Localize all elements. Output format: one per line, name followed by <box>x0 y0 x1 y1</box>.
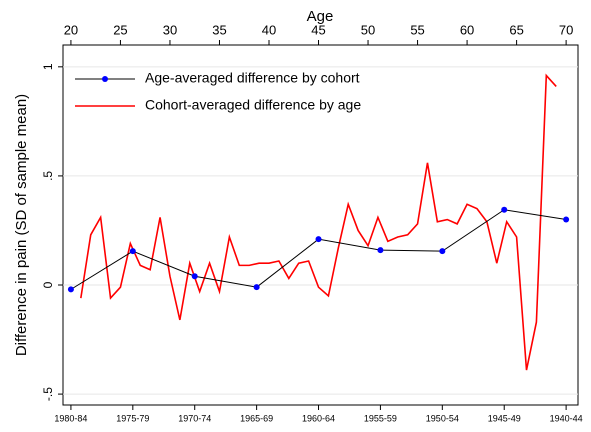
x-tick-label: 65 <box>509 22 523 37</box>
x-tick-label: 55 <box>410 22 424 37</box>
series-marker <box>563 216 570 223</box>
y-tick-label: .5 <box>41 171 55 181</box>
series-marker <box>501 206 508 213</box>
category-label: 1955-59 <box>364 413 397 423</box>
category-label: 1970-74 <box>178 413 211 423</box>
legend-label: Cohort-averaged difference by age <box>145 97 361 113</box>
y-tick-label: 0 <box>41 281 55 288</box>
series-marker <box>315 236 322 243</box>
y-tick-label: -.5 <box>41 387 55 401</box>
category-label: 1940-44 <box>550 413 583 423</box>
x-tick-label: 30 <box>163 22 177 37</box>
legend-label: Age-averaged difference by cohort <box>145 70 360 86</box>
series-line <box>70 209 567 290</box>
category-label: 1960-64 <box>302 413 335 423</box>
series-marker <box>439 248 446 255</box>
x-tick-label: 45 <box>311 22 325 37</box>
series-marker <box>377 247 384 254</box>
y-axis-title: Difference in pain (SD of sample mean) <box>13 94 30 356</box>
x-tick-label: 20 <box>64 22 78 37</box>
series-marker <box>129 248 136 255</box>
series-marker <box>253 284 260 291</box>
y-tick-label: 1 <box>41 63 55 70</box>
category-label: 1945-49 <box>488 413 521 423</box>
x-tick-label: 60 <box>460 22 474 37</box>
x-tick-label: 50 <box>361 22 375 37</box>
series-line <box>80 73 557 371</box>
category-label: 1980-84 <box>54 413 87 423</box>
x-axis-title: Age <box>307 8 334 25</box>
legend-marker <box>102 76 108 82</box>
x-tick-label: 25 <box>113 22 127 37</box>
series-marker <box>191 273 198 280</box>
category-label: 1965-69 <box>240 413 273 423</box>
category-label: 1950-54 <box>426 413 459 423</box>
plot-frame <box>62 44 579 406</box>
x-tick-label: 70 <box>559 22 573 37</box>
category-label: 1975-79 <box>116 413 149 423</box>
x-tick-label: 40 <box>262 22 276 37</box>
series-marker <box>67 286 74 293</box>
x-tick-label: 35 <box>212 22 226 37</box>
